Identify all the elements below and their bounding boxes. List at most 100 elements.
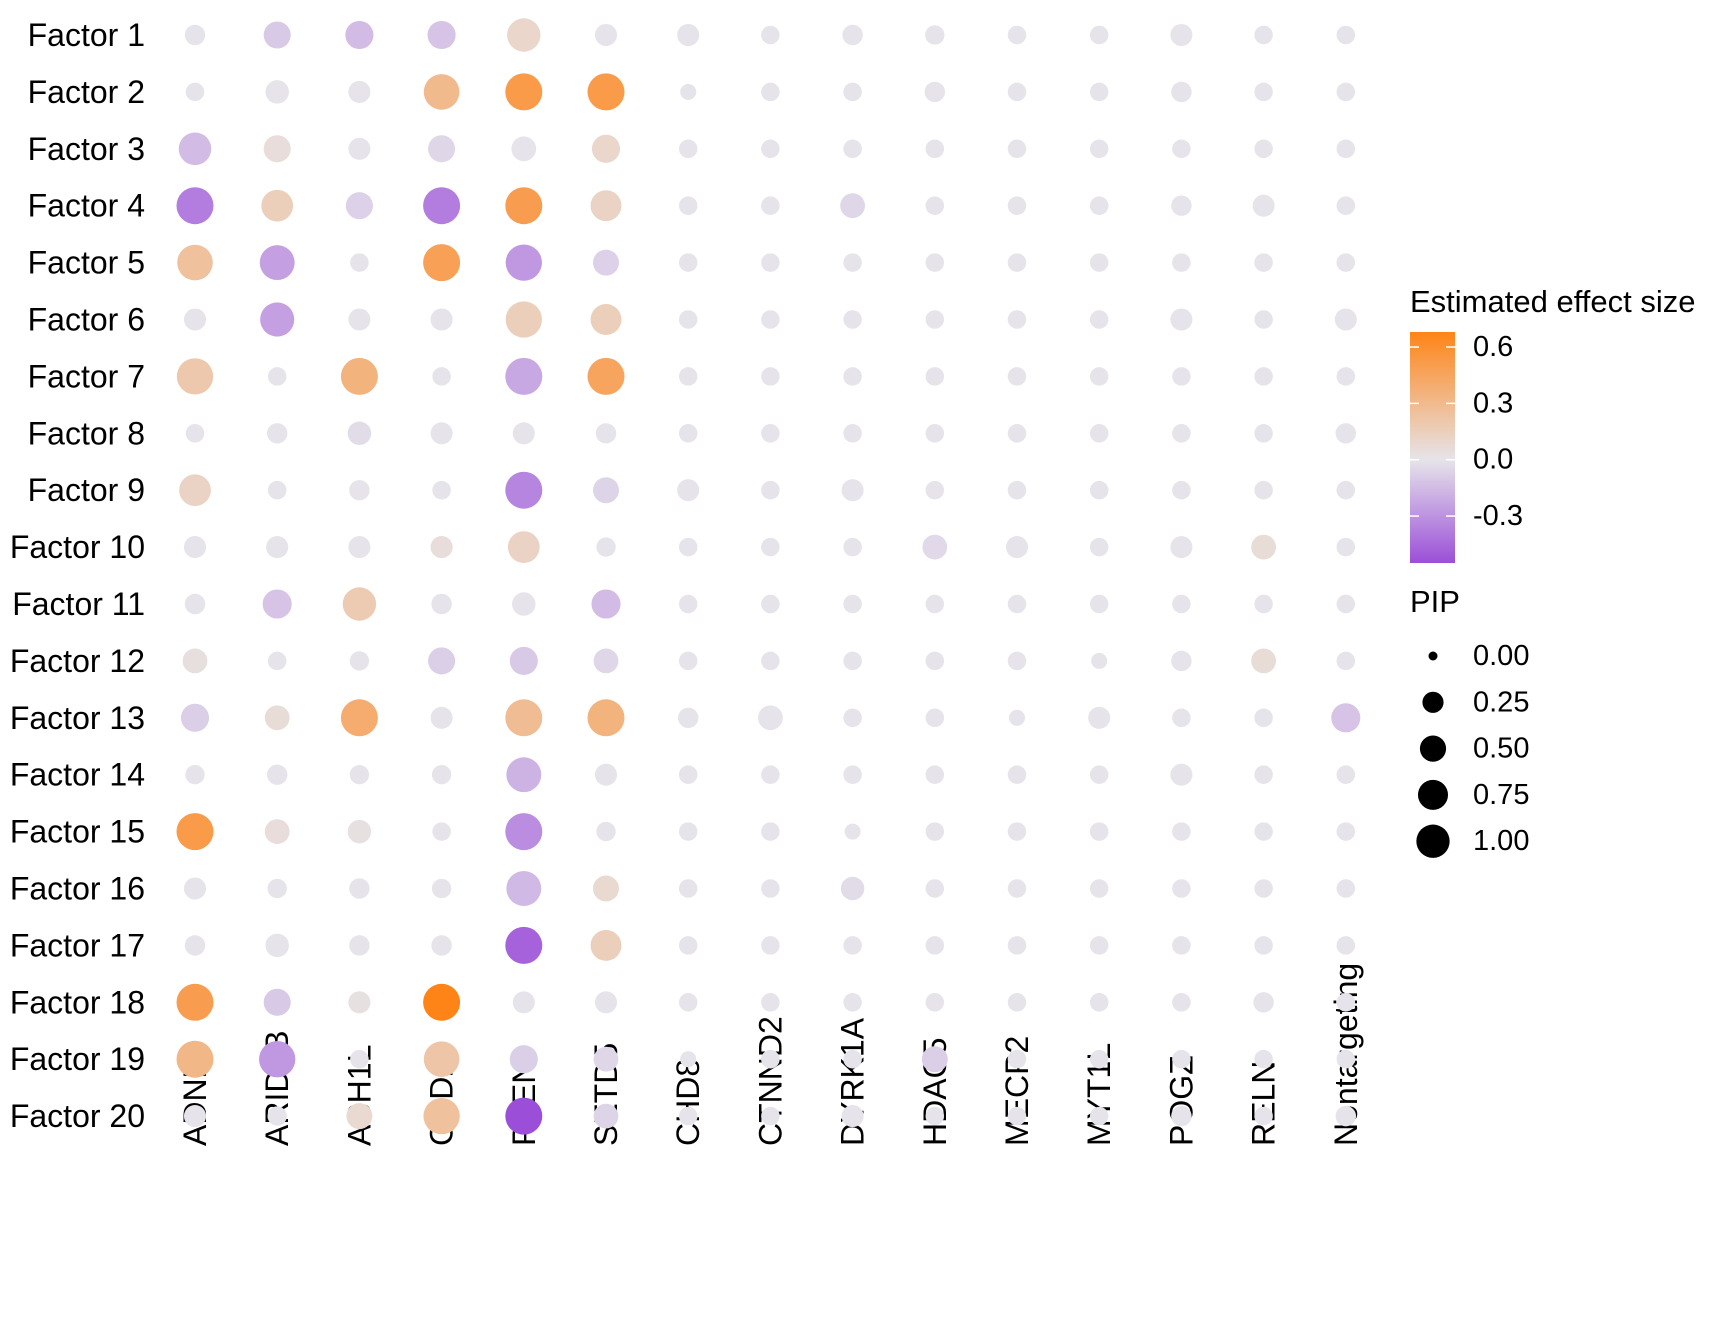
row-label-factor-16: Factor 16 xyxy=(10,871,145,907)
dot-factor-10-hdac5 xyxy=(922,534,948,560)
dot-factor-1-setd5 xyxy=(594,23,618,47)
dot-factor-19-pogz xyxy=(1172,1049,1191,1069)
dot-factor-20-setd5 xyxy=(593,1103,619,1129)
dot-factor-13-chd2 xyxy=(430,706,453,729)
dot-factor-20-ctnnd2 xyxy=(761,1106,780,1126)
column-label-ctnnd2: CTNND2 xyxy=(752,1016,788,1146)
dot-factor-9-pten xyxy=(505,471,543,509)
dot-factor-20-myt1l xyxy=(1089,1106,1109,1126)
size-legend-label: 0.50 xyxy=(1473,733,1529,765)
dot-factor-13-ash1l xyxy=(340,699,378,737)
dot-factor-15-ctnnd2 xyxy=(761,822,780,841)
dot-factor-3-adnp xyxy=(178,132,212,166)
dot-factor-17-chd8 xyxy=(678,936,698,955)
dot-factor-3-arid1b xyxy=(263,135,291,163)
dot-factor-18-pten xyxy=(512,991,535,1014)
dot-factor-16-setd5 xyxy=(593,875,619,902)
dot-factor-6-adnp xyxy=(183,308,207,331)
dot-factor-5-chd8 xyxy=(678,253,698,272)
dot-factor-9-chd2 xyxy=(432,480,451,500)
dot-factor-20-arid1b xyxy=(267,1106,287,1126)
dot-factor-1-dyrk1a xyxy=(842,24,863,46)
dot-factor-14-adnp xyxy=(185,765,205,785)
dot-factor-10-arid1b xyxy=(266,536,289,559)
dot-factor-8-reln xyxy=(1254,424,1273,443)
dot-factor-3-hdac5 xyxy=(925,139,945,159)
dot-factor-9-dyrk1a xyxy=(841,479,864,502)
row-label-factor-11: Factor 11 xyxy=(12,586,145,622)
dot-factor-5-dyrk1a xyxy=(843,253,862,272)
dot-factor-6-myt1l xyxy=(1089,310,1109,329)
dot-factor-12-pogz xyxy=(1171,650,1192,672)
dot-factor-5-arid1b xyxy=(259,245,295,281)
color-tick-label: 0.6 xyxy=(1473,331,1513,363)
dot-factor-19-hdac5 xyxy=(921,1046,948,1073)
dot-factor-5-adnp xyxy=(177,244,213,281)
dot-factor-15-myt1l xyxy=(1089,822,1109,841)
dot-factor-6-ash1l xyxy=(348,308,371,331)
color-tick-label: -0.3 xyxy=(1473,500,1523,532)
dot-factor-5-nontargeting xyxy=(1336,253,1356,272)
color-legend: Estimated effect size 0.6 0.3 0.0 -0.3 xyxy=(1410,284,1695,563)
dot-factor-7-ash1l xyxy=(340,357,378,395)
dot-factor-14-myt1l xyxy=(1089,765,1109,784)
dot-factor-10-ash1l xyxy=(348,536,371,559)
dot-factor-3-pten xyxy=(511,136,537,162)
dot-factor-8-pogz xyxy=(1172,424,1191,443)
dot-factor-1-ctnnd2 xyxy=(761,25,780,45)
dot-factor-3-pogz xyxy=(1172,139,1191,159)
dot-factor-13-mecp2 xyxy=(1008,709,1026,726)
dot-factor-16-ash1l xyxy=(349,878,370,899)
dot-factor-2-mecp2 xyxy=(1007,82,1027,102)
dot-factor-3-chd8 xyxy=(678,139,698,159)
dot-factor-11-reln xyxy=(1254,594,1273,614)
row-label-factor-3: Factor 3 xyxy=(28,131,145,167)
dot-factor-17-hdac5 xyxy=(925,936,945,955)
dot-factor-1-pten xyxy=(507,18,541,52)
dot-factor-16-arid1b xyxy=(267,878,287,899)
dot-factor-2-nontargeting xyxy=(1336,82,1356,102)
dot-factor-17-adnp xyxy=(184,935,206,956)
dot-factor-7-dyrk1a xyxy=(843,367,862,386)
dot-factor-10-chd8 xyxy=(678,537,698,557)
row-label-factor-1: Factor 1 xyxy=(28,17,145,53)
dot-factor-14-chd2 xyxy=(431,765,452,785)
dot-factor-20-nontargeting xyxy=(1335,1105,1357,1127)
dot-factor-4-nontargeting xyxy=(1336,196,1356,215)
color-tick-label: 0.0 xyxy=(1473,444,1513,476)
size-legend-dot xyxy=(1416,824,1450,858)
dot-factor-20-mecp2 xyxy=(1007,1106,1027,1126)
dot-factor-13-reln xyxy=(1254,708,1273,728)
dot-factor-11-chd2 xyxy=(431,593,452,615)
dot-factor-7-setd5 xyxy=(587,357,625,395)
dot-factor-11-pten xyxy=(512,592,536,616)
dot-factor-1-adnp xyxy=(184,24,206,46)
dot-factor-19-pten xyxy=(509,1045,538,1074)
size-legend-label: 1.00 xyxy=(1473,825,1529,857)
dot-factor-17-reln xyxy=(1254,936,1273,955)
dot-factor-18-dyrk1a xyxy=(843,993,862,1012)
dot-factor-2-adnp xyxy=(185,82,205,102)
dot-factor-5-ctnnd2 xyxy=(761,253,780,272)
dot-factor-6-reln xyxy=(1254,310,1273,329)
dot-factor-11-arid1b xyxy=(262,589,292,619)
dot-factor-12-pten xyxy=(509,646,538,675)
dot-factor-3-chd2 xyxy=(428,135,456,163)
dot-factor-14-ctnnd2 xyxy=(761,765,780,784)
row-labels: Factor 1 Factor 2 Factor 3 Factor 4 Factor 5… xyxy=(10,17,145,1134)
dot-factor-1-reln xyxy=(1254,25,1273,45)
dot-factor-17-pten xyxy=(505,926,543,964)
dot-factor-19-adnp xyxy=(176,1040,214,1078)
dot-factor-15-pten xyxy=(505,813,543,851)
dot-factor-6-pten xyxy=(505,301,542,338)
dot-factor-8-myt1l xyxy=(1089,424,1109,443)
row-label-factor-19: Factor 19 xyxy=(10,1041,145,1077)
dot-factor-16-adnp xyxy=(183,877,207,900)
dot-factor-19-ash1l xyxy=(350,1049,369,1069)
dot-factor-1-hdac5 xyxy=(925,25,945,45)
dot-factor-9-pogz xyxy=(1172,480,1191,500)
dot-factor-20-chd2 xyxy=(423,1097,460,1135)
dot-factor-13-adnp xyxy=(180,703,210,732)
dot-factor-9-hdac5 xyxy=(925,480,945,500)
dot-factor-17-ash1l xyxy=(349,935,370,956)
